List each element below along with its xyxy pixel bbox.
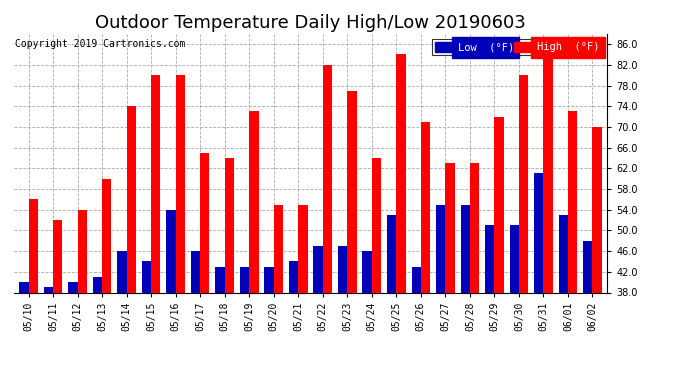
- Bar: [411, 267, 421, 292]
- Text: Copyright 2019 Cartronics.com: Copyright 2019 Cartronics.com: [15, 39, 186, 49]
- Bar: [117, 251, 126, 292]
- Bar: [436, 204, 445, 292]
- Title: Outdoor Temperature Daily High/Low 20190603: Outdoor Temperature Daily High/Low 20190…: [95, 14, 526, 32]
- Bar: [470, 163, 479, 292]
- Bar: [495, 117, 504, 292]
- Bar: [347, 91, 357, 292]
- Bar: [68, 282, 77, 292]
- Bar: [510, 225, 519, 292]
- Legend: Low  (°F), High  (°F): Low (°F), High (°F): [432, 39, 602, 55]
- Bar: [126, 106, 136, 292]
- Bar: [77, 210, 87, 292]
- Bar: [338, 246, 347, 292]
- Bar: [43, 287, 53, 292]
- Bar: [559, 215, 568, 292]
- Bar: [534, 174, 544, 292]
- Bar: [19, 282, 28, 292]
- Bar: [166, 210, 176, 292]
- Bar: [583, 241, 593, 292]
- Bar: [298, 204, 308, 292]
- Bar: [396, 54, 406, 292]
- Bar: [519, 75, 529, 292]
- Bar: [544, 44, 553, 292]
- Bar: [274, 204, 283, 292]
- Bar: [362, 251, 372, 292]
- Bar: [200, 153, 210, 292]
- Bar: [387, 215, 396, 292]
- Bar: [372, 158, 381, 292]
- Bar: [264, 267, 274, 292]
- Bar: [142, 261, 151, 292]
- Bar: [151, 75, 161, 292]
- Bar: [28, 200, 38, 292]
- Bar: [445, 163, 455, 292]
- Bar: [313, 246, 323, 292]
- Bar: [485, 225, 495, 292]
- Bar: [176, 75, 185, 292]
- Bar: [53, 220, 62, 292]
- Bar: [421, 122, 430, 292]
- Bar: [225, 158, 234, 292]
- Bar: [191, 251, 200, 292]
- Bar: [323, 65, 332, 292]
- Bar: [92, 277, 102, 292]
- Bar: [215, 267, 225, 292]
- Bar: [240, 267, 249, 292]
- Bar: [593, 127, 602, 292]
- Bar: [289, 261, 298, 292]
- Bar: [460, 204, 470, 292]
- Bar: [568, 111, 578, 292]
- Bar: [249, 111, 259, 292]
- Bar: [102, 178, 111, 292]
